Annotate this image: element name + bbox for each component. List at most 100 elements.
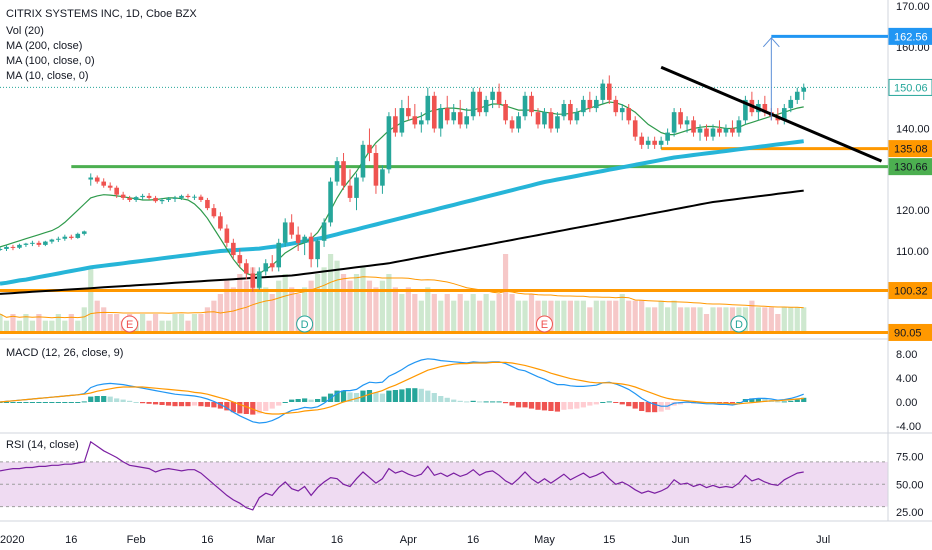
time-tick-label: 15 [739, 534, 751, 546]
price-tick-label: 120.00 [896, 205, 930, 217]
macd-histogram-bar [431, 393, 437, 402]
volume-bar [502, 254, 509, 334]
macd-histogram-bar [0, 402, 3, 403]
rsi-tick-label: 25.00 [896, 507, 924, 519]
volume-bar [42, 320, 48, 334]
macd-histogram-bar [165, 402, 172, 406]
volume-bar [671, 300, 677, 334]
candle-body [354, 177, 359, 198]
price-axis[interactable]: 110.00120.00130.00140.00150.00160.00170.… [888, 1, 932, 519]
price-tag-text: 150.06 [894, 82, 928, 94]
volume-bar [788, 307, 794, 334]
volume-bar [289, 287, 295, 334]
ma100-line [0, 139, 804, 286]
indicator-ma10[interactable]: MA (10, close, 0) [6, 70, 89, 82]
candle-body [658, 140, 664, 145]
macd-histogram-bar [107, 396, 113, 402]
candle-body [477, 91, 482, 113]
candle-body [211, 208, 217, 217]
candle-body [43, 241, 48, 245]
macd-histogram-bar [412, 388, 418, 402]
candle-body [179, 195, 184, 198]
candle-body [133, 197, 139, 200]
volume-bar [276, 280, 282, 334]
candle-body [457, 112, 463, 125]
macd-histogram-bar [42, 402, 48, 403]
volume-bar [340, 274, 347, 334]
candle-body [794, 91, 800, 100]
candle-body [613, 99, 619, 113]
volume-bar [0, 314, 3, 334]
candle-body [36, 242, 42, 245]
price-tag-box[interactable] [888, 282, 932, 300]
event-marker-circle[interactable] [535, 315, 553, 333]
symbol-title: CITRIX SYSTEMS INC, 1D, Cboe BZX [6, 8, 197, 20]
candle-body [425, 95, 431, 121]
price-tag-box[interactable] [888, 158, 932, 176]
price-tag-box[interactable] [888, 78, 932, 96]
event-marker-circle[interactable] [730, 315, 748, 333]
candle-body [218, 216, 223, 229]
signal-line [0, 361, 804, 415]
indicator-ma200[interactable]: MA (200, close) [6, 40, 82, 52]
macd-histogram-bar [451, 399, 457, 402]
indicator-ma100[interactable]: MA (100, close, 0) [6, 55, 95, 67]
volume-bar [295, 294, 301, 334]
candle-body [269, 263, 275, 268]
volume-bar [204, 307, 211, 334]
price-tick-label: 110.00 [896, 246, 929, 258]
time-axis[interactable]: 2020 16 Feb 16 Mar 16 Apr 16 May 15 Jun 15 Jul [0, 534, 830, 546]
macd-title[interactable]: MACD (12, 26, close, 9) [6, 347, 123, 359]
volume-bar [697, 307, 703, 334]
volume-bar [360, 267, 366, 334]
volume-bar [165, 320, 172, 334]
candle-body [166, 198, 171, 200]
price-tag-text: 100.32 [894, 286, 928, 298]
rsi-title[interactable]: RSI (14, close) [6, 439, 79, 451]
volume-bar [334, 260, 340, 334]
candle-body [94, 177, 100, 182]
candle-body [172, 197, 178, 199]
volume-bar [107, 314, 113, 334]
rsi-line [0, 440, 804, 511]
candle-body [522, 95, 528, 117]
main-legend: CITRIX SYSTEMS INC, 1D, Cboe BZX Vol (20… [6, 8, 197, 82]
volume-bar [36, 314, 42, 334]
time-tick-label: 16 [467, 534, 479, 546]
macd-histogram-bar [794, 399, 800, 402]
price-tag-box[interactable] [888, 140, 932, 158]
candle-body [743, 99, 748, 121]
indicator-vol[interactable]: Vol (20) [6, 25, 44, 37]
event-marker-circle[interactable] [296, 315, 314, 333]
volume-bar [114, 314, 120, 334]
macd-histogram-bar [775, 401, 781, 403]
candle-body [600, 83, 606, 100]
volume-bar [327, 254, 334, 334]
event-marker-circle[interactable] [121, 315, 139, 333]
macd-histogram-bar [386, 390, 392, 402]
candle-body [263, 263, 269, 272]
macd-histogram-bar [282, 402, 288, 403]
candle-body [159, 199, 165, 202]
volume-bar [159, 320, 165, 334]
time-tick-label: 15 [603, 534, 615, 546]
candle-body [678, 112, 683, 125]
macd-histogram-bar [593, 402, 599, 405]
volume-bar [62, 320, 68, 334]
time-tick-label: Feb [127, 534, 146, 546]
candle-body [561, 104, 567, 117]
candle-body [17, 244, 22, 248]
candle-body [328, 181, 333, 223]
macd-histogram-bar [729, 402, 736, 404]
time-tick-label: 16 [331, 534, 343, 546]
macd-histogram-bar [425, 390, 431, 402]
volume-bar [353, 274, 360, 334]
macd-histogram-bar [152, 402, 159, 405]
macd-histogram-bar [405, 388, 411, 402]
price-tag-box[interactable] [888, 27, 932, 45]
macd-histogram-bar [334, 390, 340, 402]
candle-body [192, 196, 197, 198]
candle-body [120, 194, 126, 198]
price-tag-box[interactable] [888, 323, 932, 341]
volume-bar [470, 294, 476, 334]
